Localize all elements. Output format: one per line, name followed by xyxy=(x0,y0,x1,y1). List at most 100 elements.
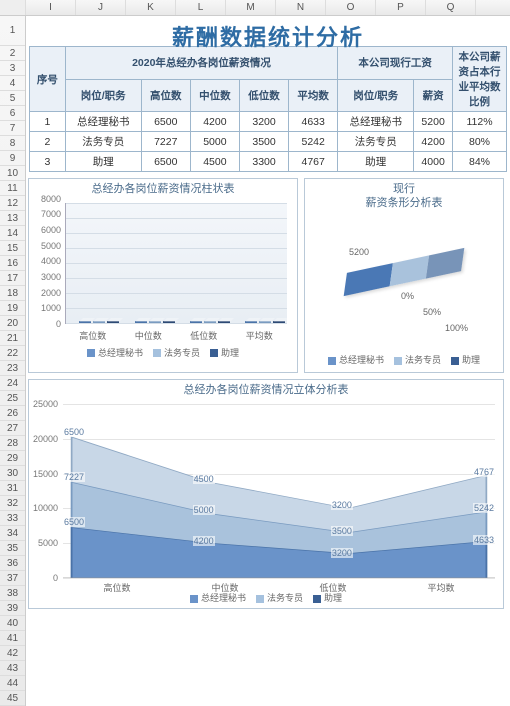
row-header[interactable]: 29 xyxy=(0,451,25,466)
area-chart-box[interactable]: 总经办各岗位薪资情况立体分析表 050001000015000200002500… xyxy=(28,379,504,609)
row-header[interactable]: 43 xyxy=(0,661,25,676)
table-cell[interactable]: 6500 xyxy=(141,112,190,132)
table-cell[interactable]: 6500 xyxy=(141,152,190,172)
row-header[interactable]: 8 xyxy=(0,136,25,151)
table-cell[interactable]: 总经理秘书 xyxy=(338,112,414,132)
col-header[interactable]: K xyxy=(126,0,176,15)
row-header[interactable]: 12 xyxy=(0,196,25,211)
legend-item: 法务专员 xyxy=(394,353,441,366)
table-row[interactable]: 3助理6500450033004767助理400084% xyxy=(30,152,507,172)
row-header[interactable]: 16 xyxy=(0,256,25,271)
column-header-row: I J K L M N O P Q xyxy=(0,0,510,16)
bar xyxy=(218,321,230,323)
row-header[interactable]: 45 xyxy=(0,691,25,706)
row-header[interactable]: 13 xyxy=(0,211,25,226)
row-header[interactable]: 7 xyxy=(0,121,25,136)
table-cell[interactable]: 4633 xyxy=(289,112,338,132)
row-header[interactable]: 26 xyxy=(0,406,25,421)
table-cell[interactable]: 5000 xyxy=(190,132,239,152)
table-cell[interactable]: 总经理秘书 xyxy=(65,112,141,132)
row-header[interactable]: 20 xyxy=(0,316,25,331)
th-sub: 薪资 xyxy=(414,79,453,112)
th-group-b: 本公司现行工资 xyxy=(338,47,453,80)
col-header[interactable]: O xyxy=(326,0,376,15)
row-header[interactable]: 44 xyxy=(0,676,25,691)
col-header[interactable]: N xyxy=(276,0,326,15)
row-header[interactable]: 40 xyxy=(0,616,25,631)
row-header[interactable]: 9 xyxy=(0,151,25,166)
table-cell[interactable]: 4200 xyxy=(414,132,453,152)
row-header[interactable]: 28 xyxy=(0,436,25,451)
row-header[interactable]: 3 xyxy=(0,61,25,76)
strip-chart-box[interactable]: 现行 薪资条形分析表 5200 0% 50% 100% 总经理秘书 法务专员 助… xyxy=(304,178,504,373)
legend-item: 助理 xyxy=(313,591,342,604)
row-header[interactable]: 23 xyxy=(0,361,25,376)
row-header[interactable]: 15 xyxy=(0,241,25,256)
table-cell[interactable]: 2 xyxy=(30,132,66,152)
table-cell[interactable]: 3 xyxy=(30,152,66,172)
table-cell[interactable]: 4200 xyxy=(190,112,239,132)
select-all-cell[interactable] xyxy=(0,0,26,15)
row-header[interactable]: 37 xyxy=(0,571,25,586)
col-header[interactable]: P xyxy=(376,0,426,15)
row-header[interactable]: 35 xyxy=(0,541,25,556)
row-header[interactable]: 2 xyxy=(0,46,25,61)
col-header[interactable]: M xyxy=(226,0,276,15)
row-header[interactable]: 21 xyxy=(0,331,25,346)
row-header[interactable]: 1 xyxy=(0,16,25,46)
legend-item: 法务专员 xyxy=(153,346,200,359)
table-cell[interactable]: 助理 xyxy=(65,152,141,172)
row-header[interactable]: 22 xyxy=(0,346,25,361)
row-header[interactable]: 32 xyxy=(0,496,25,511)
row-header[interactable]: 38 xyxy=(0,586,25,601)
salary-table[interactable]: 序号 2020年总经办各岗位薪资情况 本公司现行工资 本公司薪资占本行业平均数比… xyxy=(29,46,507,172)
row-header[interactable]: 25 xyxy=(0,391,25,406)
col-header[interactable]: L xyxy=(176,0,226,15)
th-sub: 中位数 xyxy=(190,79,239,112)
bar xyxy=(149,321,161,323)
table-cell[interactable]: 4767 xyxy=(289,152,338,172)
table-cell[interactable]: 80% xyxy=(453,132,507,152)
table-row[interactable]: 2法务专员7227500035005242法务专员420080% xyxy=(30,132,507,152)
row-header[interactable]: 36 xyxy=(0,556,25,571)
table-cell[interactable]: 助理 xyxy=(338,152,414,172)
table-cell[interactable]: 112% xyxy=(453,112,507,132)
row-header[interactable]: 33 xyxy=(0,511,25,526)
table-row[interactable]: 1总经理秘书6500420032004633总经理秘书5200112% xyxy=(30,112,507,132)
table-cell[interactable]: 84% xyxy=(453,152,507,172)
col-header[interactable]: J xyxy=(76,0,126,15)
row-header[interactable]: 10 xyxy=(0,166,25,181)
row-header[interactable]: 14 xyxy=(0,226,25,241)
area-chart-title: 总经办各岗位薪资情况立体分析表 xyxy=(29,380,503,400)
row-header[interactable]: 30 xyxy=(0,466,25,481)
row-header[interactable]: 31 xyxy=(0,481,25,496)
th-sub: 岗位/职务 xyxy=(65,79,141,112)
row-header[interactable]: 17 xyxy=(0,271,25,286)
table-cell[interactable]: 5200 xyxy=(414,112,453,132)
table-cell[interactable]: 4000 xyxy=(414,152,453,172)
row-header[interactable]: 19 xyxy=(0,301,25,316)
row-header[interactable]: 11 xyxy=(0,181,25,196)
table-cell[interactable]: 7227 xyxy=(141,132,190,152)
table-cell[interactable]: 3500 xyxy=(239,132,288,152)
row-header[interactable]: 42 xyxy=(0,646,25,661)
row-header[interactable]: 39 xyxy=(0,601,25,616)
row-header[interactable]: 6 xyxy=(0,106,25,121)
table-cell[interactable]: 5242 xyxy=(289,132,338,152)
table-cell[interactable]: 法务专员 xyxy=(65,132,141,152)
col-header[interactable]: I xyxy=(26,0,76,15)
table-cell[interactable]: 法务专员 xyxy=(338,132,414,152)
row-header[interactable]: 4 xyxy=(0,76,25,91)
row-header[interactable]: 5 xyxy=(0,91,25,106)
table-cell[interactable]: 3200 xyxy=(239,112,288,132)
col-header[interactable]: Q xyxy=(426,0,476,15)
row-header[interactable]: 34 xyxy=(0,526,25,541)
row-header[interactable]: 24 xyxy=(0,376,25,391)
bar-chart-box[interactable]: 总经办各岗位薪资情况柱状表 01000200030004000500060007… xyxy=(28,178,298,373)
table-cell[interactable]: 3300 xyxy=(239,152,288,172)
row-header[interactable]: 18 xyxy=(0,286,25,301)
table-cell[interactable]: 4500 xyxy=(190,152,239,172)
table-cell[interactable]: 1 xyxy=(30,112,66,132)
row-header[interactable]: 41 xyxy=(0,631,25,646)
row-header[interactable]: 27 xyxy=(0,421,25,436)
